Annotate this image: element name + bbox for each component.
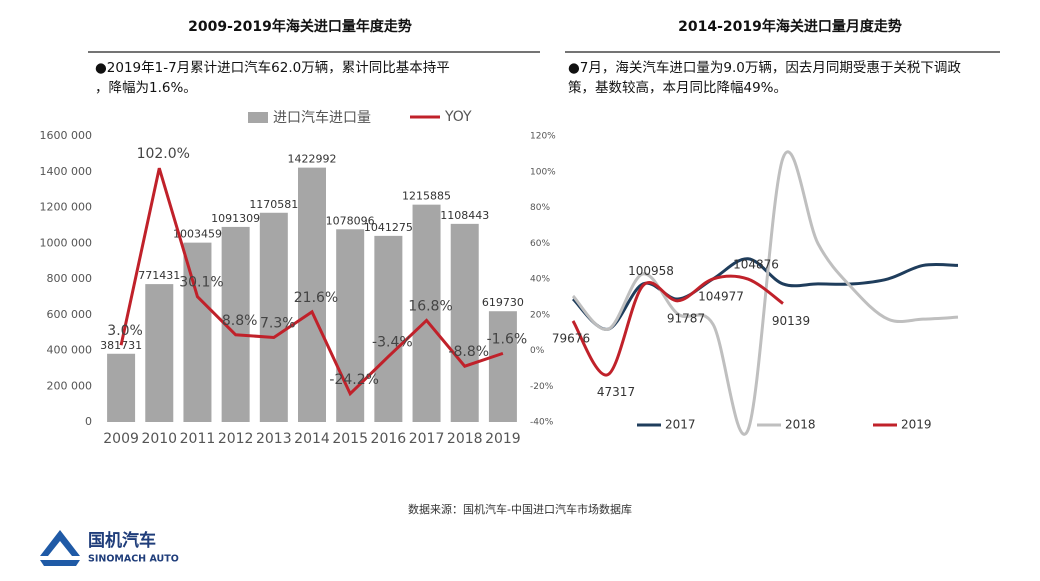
- x-tick-label: 2014: [294, 431, 330, 447]
- chart-subtitle: ●7月，海关汽车进口量为9.0万辆，因去月同期受惠于关税下调政策，基数较高，本月…: [568, 59, 961, 96]
- x-tick-label: 2010: [141, 431, 177, 447]
- data-label: 90139: [772, 314, 810, 328]
- legend-label: YOY: [444, 109, 472, 125]
- line: [119, 167, 504, 397]
- data-label: 7.3%: [260, 315, 296, 331]
- bar: [374, 235, 403, 422]
- data-label: 381731: [100, 339, 142, 352]
- y2-tick-label: 120%: [530, 132, 556, 142]
- x-tick-label: 2011: [180, 431, 216, 447]
- y2-tick-label: 0%: [530, 346, 545, 356]
- data-label: 1108443: [440, 209, 489, 222]
- data-label: 100958: [628, 264, 674, 278]
- data-label: 16.8%: [408, 298, 452, 314]
- x-tick-label: 2016: [371, 431, 407, 447]
- data-label: -8.8%: [448, 344, 489, 360]
- source-note: 数据来源：国机汽车-中国进口汽车市场数据库: [408, 502, 632, 516]
- data-label: 3.0%: [107, 323, 143, 339]
- logo-icon: [40, 560, 80, 566]
- data-label: -3.4%: [372, 335, 413, 351]
- bar: [336, 229, 365, 422]
- data-label: 619730: [482, 296, 524, 309]
- bar: [450, 223, 479, 422]
- legend-label: 2019: [901, 418, 932, 432]
- data-label: 21.6%: [294, 290, 338, 306]
- data-label: 104977: [698, 289, 744, 303]
- bar: [107, 353, 136, 422]
- y2-tick-label: 100%: [530, 167, 556, 177]
- data-label: 102.0%: [137, 146, 190, 162]
- data-label: 1078096: [326, 214, 375, 227]
- data-label: 47317: [597, 385, 635, 399]
- x-tick-label: 2015: [332, 431, 368, 447]
- chart-title: 2009-2019年海关进口量年度走势: [188, 18, 412, 35]
- y2-tick-label: 20%: [530, 310, 550, 320]
- data-label: 30.1%: [179, 275, 223, 291]
- data-label: 91787: [667, 311, 705, 325]
- y-tick-label: 0: [85, 415, 92, 428]
- subtitle-line: ●7月，海关汽车进口量为9.0万辆，因去月同期受惠于关税下调政: [568, 59, 961, 76]
- x-tick-label: 2012: [218, 431, 254, 447]
- x-tick-label: 2019: [485, 431, 521, 447]
- subtitle-line: 策，基数较高，本月同比降幅49%。: [568, 79, 787, 96]
- y-tick-label: 1400 000: [40, 165, 93, 178]
- chart-subtitle: ●2019年1-7月累计进口汽车62.0万辆，累计同比基本持平 ，降幅为1.6%。: [95, 59, 450, 96]
- y2-tick-label: -20%: [530, 382, 554, 392]
- data-label: 1041275: [364, 221, 413, 234]
- y-tick-label: 1600 000: [40, 129, 93, 142]
- data-label: 771431: [138, 269, 180, 282]
- bar: [183, 242, 212, 422]
- legend-label: 进口汽车进口量: [273, 109, 371, 126]
- y-tick-label: 200 000: [47, 379, 93, 392]
- x-tick-label: 2009: [103, 431, 139, 447]
- legend-swatch: [248, 112, 268, 123]
- y2-tick-label: -40%: [530, 418, 554, 428]
- data-label: 1215885: [402, 190, 451, 203]
- x-tick-label: 2017: [409, 431, 445, 447]
- y-tick-label: 800 000: [47, 272, 93, 285]
- subtitle-line: ，降幅为1.6%。: [95, 80, 197, 96]
- bar: [145, 284, 174, 422]
- data-label: 1422992: [288, 153, 337, 166]
- data-label: 79676: [552, 331, 590, 345]
- logo: 国机汽车 SINOMACH AUTO: [40, 530, 179, 566]
- line: [571, 257, 959, 331]
- bar: [298, 167, 326, 422]
- chart-title: 2014-2019年海关进口量月度走势: [678, 18, 902, 35]
- y-tick-label: 1200 000: [40, 201, 93, 214]
- data-label: 8.8%: [222, 313, 258, 329]
- data-label: -24.2%: [329, 372, 379, 388]
- line: [571, 150, 959, 436]
- data-label: 1091309: [211, 212, 260, 225]
- subtitle-line: ●2019年1-7月累计进口汽车62.0万辆，累计同比基本持平: [95, 59, 450, 76]
- y-tick-label: 400 000: [47, 344, 93, 357]
- legend-label: 2017: [665, 418, 696, 432]
- y-tick-label: 600 000: [47, 308, 93, 321]
- data-label: 104876: [733, 258, 779, 272]
- x-tick-label: 2018: [447, 431, 483, 447]
- logo-icon: [40, 530, 80, 556]
- x-tick-label: 2013: [256, 431, 292, 447]
- data-label: 1170581: [249, 198, 298, 211]
- logo-english: SINOMACH AUTO: [88, 554, 179, 565]
- y2-tick-label: 80%: [530, 203, 550, 213]
- legend-label: 2018: [785, 418, 816, 432]
- y2-tick-label: 40%: [530, 275, 550, 285]
- data-label: -1.6%: [487, 331, 528, 347]
- data-label: 1003459: [173, 228, 222, 241]
- line: [571, 274, 784, 377]
- y-tick-label: 1000 000: [40, 236, 93, 249]
- bar: [488, 311, 517, 422]
- y2-tick-label: 60%: [530, 239, 550, 249]
- bar: [259, 212, 288, 422]
- logo-name: 国机汽车: [88, 530, 156, 551]
- bar: [412, 204, 441, 422]
